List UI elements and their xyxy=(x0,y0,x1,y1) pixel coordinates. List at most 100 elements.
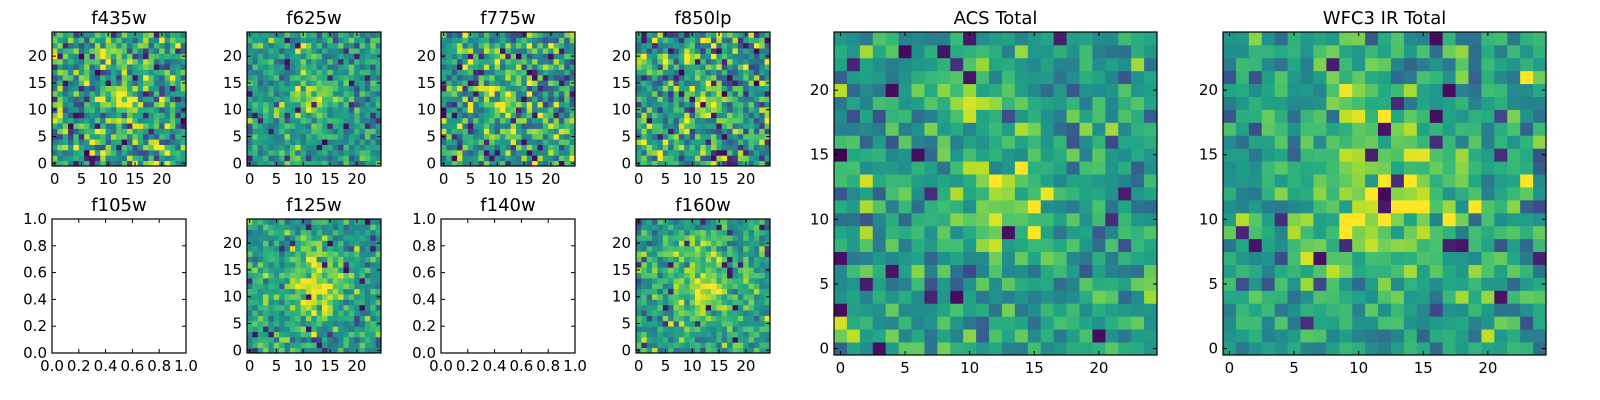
heatmap-cell xyxy=(668,326,674,332)
heatmap-cell xyxy=(553,155,560,162)
heatmap-cell xyxy=(526,37,533,44)
heatmap-cell xyxy=(641,90,648,97)
heatmap-cell xyxy=(354,336,360,343)
heatmap-cell xyxy=(657,261,664,268)
heatmap-cell xyxy=(159,80,165,86)
heatmap-cell xyxy=(532,160,538,167)
panel-title: f105w xyxy=(91,195,146,216)
heatmap-cell xyxy=(721,149,728,156)
heatmap-cell xyxy=(716,256,723,263)
heatmap-cell xyxy=(348,304,355,311)
heatmap-cell xyxy=(57,80,64,86)
heatmap-cell xyxy=(116,64,123,70)
heatmap-cell xyxy=(924,109,938,123)
heatmap-cell xyxy=(78,155,85,162)
heatmap-cell xyxy=(673,90,680,97)
heatmap-cell xyxy=(354,101,360,108)
heatmap-cell xyxy=(505,42,512,49)
heatmap-cell xyxy=(721,144,728,151)
heatmap-cell xyxy=(748,112,755,119)
heatmap-cell xyxy=(483,123,490,129)
heatmap-cell xyxy=(711,304,717,311)
y-tick-label: 1.0 xyxy=(412,210,436,228)
heatmap-cell xyxy=(100,139,106,145)
heatmap-cell xyxy=(84,144,90,151)
heatmap-cell xyxy=(375,235,382,241)
heatmap-cell xyxy=(743,288,749,295)
heatmap-cell xyxy=(1001,316,1016,330)
heatmap-cell xyxy=(137,144,144,151)
heatmap-cell xyxy=(121,32,128,38)
heatmap-cell xyxy=(499,139,506,145)
heatmap-cell xyxy=(441,149,447,156)
heatmap-cell xyxy=(300,117,307,124)
heatmap-cell xyxy=(646,235,653,241)
heatmap-cell xyxy=(1040,329,1055,343)
heatmap-cell xyxy=(370,85,377,92)
heatmap-cell xyxy=(950,70,964,85)
heatmap-cell xyxy=(732,144,739,151)
x-tick-label: 15 xyxy=(515,170,534,188)
heatmap-cell xyxy=(263,155,269,162)
heatmap-cell xyxy=(743,139,749,145)
heatmap-cell xyxy=(284,251,291,257)
heatmap-cell xyxy=(94,42,101,49)
x-tick-label: 0.2 xyxy=(456,357,480,375)
x-tick-label: 5 xyxy=(466,170,476,188)
heatmap-cell xyxy=(1118,44,1132,59)
heatmap-cell xyxy=(668,320,674,327)
heatmap-cell xyxy=(1079,212,1093,227)
heatmap-cell xyxy=(732,219,739,225)
heatmap-cell xyxy=(263,261,269,268)
heatmap-cell xyxy=(1520,251,1534,265)
heatmap-cell xyxy=(441,90,447,97)
heatmap-cell xyxy=(116,133,123,140)
heatmap-cell xyxy=(105,90,112,97)
heatmap-cell xyxy=(678,85,685,92)
heatmap-cell xyxy=(451,90,458,97)
heatmap-cell xyxy=(143,37,149,44)
heatmap-cell xyxy=(1092,44,1106,59)
heatmap-cell xyxy=(689,283,696,290)
heatmap-cell xyxy=(159,37,165,44)
heatmap-cell xyxy=(100,74,106,81)
heatmap-cell xyxy=(885,199,899,214)
heatmap-cell xyxy=(89,128,96,135)
heatmap-cell xyxy=(105,53,112,60)
heatmap-cell xyxy=(343,342,350,349)
heatmap-cell xyxy=(652,299,658,306)
heatmap-cell xyxy=(700,123,707,129)
heatmap-cell xyxy=(289,64,296,70)
heatmap-cell xyxy=(180,32,187,38)
heatmap-cell xyxy=(678,101,685,108)
heatmap-cell xyxy=(700,90,707,97)
heatmap-cell xyxy=(316,224,323,231)
heatmap-cell xyxy=(700,240,707,247)
heatmap-cell xyxy=(711,160,717,167)
heatmap-cell xyxy=(295,149,301,156)
heatmap-cell xyxy=(494,48,501,54)
heatmap-cell xyxy=(370,288,377,295)
heatmap-cell xyxy=(678,235,685,241)
heatmap-cell xyxy=(1144,148,1158,162)
heatmap-cell xyxy=(684,117,690,124)
heatmap-cell xyxy=(332,139,339,145)
axes-frame xyxy=(440,31,576,167)
heatmap-cell xyxy=(441,37,447,44)
heatmap-cell xyxy=(311,85,318,92)
x-tick-label: 10 xyxy=(99,170,118,188)
heatmap-cell xyxy=(311,107,318,113)
heatmap-cell xyxy=(657,117,664,124)
heatmap-cell xyxy=(73,42,80,49)
heatmap-cell xyxy=(937,109,951,123)
heatmap-cell xyxy=(316,85,323,92)
heatmap-cell xyxy=(105,37,112,44)
heatmap-cell xyxy=(343,133,350,140)
heatmap-cell xyxy=(311,144,318,151)
heatmap-cell xyxy=(521,90,528,97)
heatmap-cell xyxy=(859,44,874,59)
heatmap-cell xyxy=(1455,303,1469,317)
heatmap-cell xyxy=(1507,264,1521,278)
heatmap-cell xyxy=(332,224,339,231)
heatmap-cell xyxy=(169,128,176,135)
